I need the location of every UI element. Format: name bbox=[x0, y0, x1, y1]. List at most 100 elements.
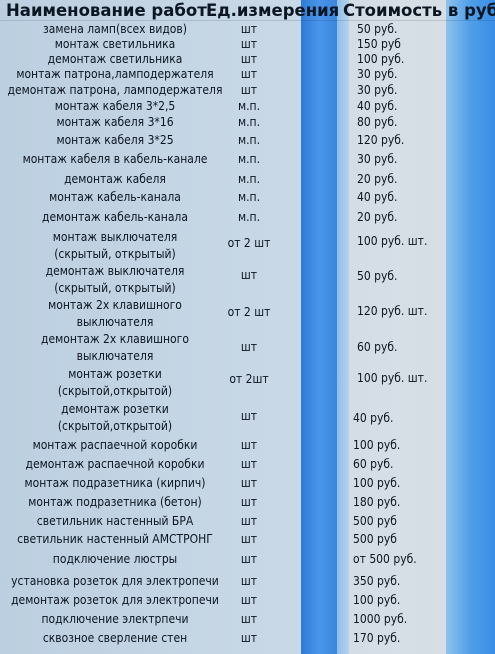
row-name-line2: (скрытый, открытый) bbox=[54, 281, 176, 295]
row-name-line1: монтаж кабель-канала bbox=[49, 190, 181, 204]
row-name: монтаж 2х клавишного выключателя bbox=[0, 297, 230, 331]
row-price: 60 руб. bbox=[353, 457, 394, 471]
row-unit: м.п. bbox=[237, 210, 261, 224]
row-name: монтаж распаечной коробки bbox=[0, 437, 230, 454]
row-name-line1: замена ламп(всех видов) bbox=[43, 22, 187, 36]
row-unit: м.п. bbox=[237, 115, 261, 129]
row-unit: от 2шт bbox=[229, 372, 269, 386]
row-name-line2: (скрытой,открытой) bbox=[57, 384, 173, 398]
row-price: 100 руб. bbox=[353, 593, 401, 607]
row-price: 100 руб. bbox=[353, 438, 401, 452]
row-price: от 500 руб. bbox=[353, 552, 417, 566]
row-name-line2: выключателя bbox=[76, 349, 154, 363]
row-price: 100 руб. bbox=[353, 476, 401, 490]
row-name-line1: светильник настенный АМСТРОНГ bbox=[17, 532, 213, 546]
row-name: демонтаж розетки (скрытой,открытой) bbox=[0, 401, 230, 435]
header-unit: Ед.измерения bbox=[206, 1, 340, 20]
row-name: подключение электрпечи bbox=[0, 611, 230, 628]
row-price: 40 руб. bbox=[357, 190, 398, 204]
row-name: монтаж кабеля в кабель-канале bbox=[0, 151, 230, 168]
row-price: 40 руб. bbox=[357, 99, 398, 113]
row-name: демонтаж распаечной коробки bbox=[0, 456, 230, 473]
row-name-line1: монтаж распаечной коробки bbox=[32, 438, 198, 452]
row-name-line1: демонтаж патрона, ламподержателя bbox=[7, 83, 223, 97]
row-name: монтаж выключателя (скрытый, открытый) bbox=[0, 229, 230, 263]
row-unit: шт bbox=[240, 457, 258, 471]
row-price: 350 руб. bbox=[353, 574, 401, 588]
row-name: монтаж кабеля 3*16 bbox=[0, 114, 230, 131]
row-unit: шт bbox=[240, 52, 258, 66]
row-name: демонтаж светильника bbox=[0, 51, 230, 68]
header-name: Наименование работ bbox=[6, 1, 207, 20]
row-unit: м.п. bbox=[237, 190, 261, 204]
row-price: 120 руб. шт. bbox=[357, 304, 428, 318]
row-unit: от 2 шт bbox=[227, 305, 271, 319]
row-name-line1: монтаж кабеля 3*16 bbox=[56, 115, 174, 129]
right-blue-stripe bbox=[446, 0, 495, 654]
row-unit: шт bbox=[240, 83, 258, 97]
row-name-line1: сквозное сверление стен bbox=[42, 631, 188, 645]
row-unit: м.п. bbox=[237, 133, 261, 147]
row-name-line1: установка розеток для электропечи bbox=[11, 574, 219, 588]
row-name: монтаж розетки (скрытой,открытой) bbox=[0, 366, 230, 400]
row-unit: шт bbox=[240, 631, 258, 645]
row-price: 20 руб. bbox=[357, 210, 398, 224]
row-name: монтаж кабеля 3*2,5 bbox=[0, 98, 230, 115]
row-unit: м.п. bbox=[237, 152, 261, 166]
row-unit: шт bbox=[240, 612, 258, 626]
row-name: подключение люстры bbox=[0, 551, 230, 568]
row-name-line1: демонтаж 2х клавишного bbox=[41, 332, 189, 346]
row-unit: шт bbox=[240, 495, 258, 509]
row-price: 1000 руб. bbox=[353, 612, 408, 626]
row-unit: шт bbox=[240, 268, 258, 282]
row-name: демонтаж кабель-канала bbox=[0, 209, 230, 226]
row-unit: шт bbox=[240, 340, 258, 354]
row-name-line1: монтаж кабеля 3*25 bbox=[56, 133, 174, 147]
row-name-line1: подключение электрпечи bbox=[41, 612, 189, 626]
row-name-line1: светильник настенный БРА bbox=[36, 514, 194, 528]
row-price: 100 руб. bbox=[357, 52, 405, 66]
row-name-line1: монтаж кабеля в кабель-канале bbox=[22, 152, 208, 166]
row-name-line1: монтаж подразетника (бетон) bbox=[28, 495, 202, 509]
row-name-line1: подключение люстры bbox=[52, 552, 178, 566]
row-name: сквозное сверление стен bbox=[0, 630, 230, 647]
row-name-line1: монтаж патрона,ламподержателя bbox=[16, 67, 214, 81]
row-unit: шт bbox=[240, 514, 258, 528]
header-cost: Стоимость в руб. bbox=[343, 1, 495, 20]
row-price: 100 руб. шт. bbox=[357, 371, 428, 385]
row-price: 30 руб. bbox=[357, 152, 398, 166]
row-name: установка розеток для электропечи bbox=[0, 573, 230, 590]
row-name-line1: монтаж подразетника (кирпич) bbox=[24, 476, 206, 490]
row-unit: шт bbox=[240, 552, 258, 566]
row-price: 30 руб. bbox=[357, 83, 398, 97]
row-name: демонтаж розеток для электропечи bbox=[0, 592, 230, 609]
row-name-line1: демонтаж распаечной коробки bbox=[25, 457, 205, 471]
row-unit: шт bbox=[240, 438, 258, 452]
row-unit: м.п. bbox=[237, 99, 261, 113]
row-unit: шт bbox=[240, 37, 258, 51]
row-name-line2: выключателя bbox=[76, 315, 154, 329]
row-name-line1: монтаж розетки bbox=[68, 367, 162, 381]
row-name: светильник настенный БРА bbox=[0, 513, 230, 530]
light-blue-stripe bbox=[337, 0, 349, 654]
row-unit: шт bbox=[240, 67, 258, 81]
row-unit: м.п. bbox=[237, 172, 261, 186]
row-name-line2: (скрытой,открытой) bbox=[57, 419, 173, 433]
row-price: 20 руб. bbox=[357, 172, 398, 186]
row-name-line1: демонтаж кабеля bbox=[64, 172, 166, 186]
row-price: 50 руб. bbox=[357, 269, 398, 283]
row-name-line1: демонтаж розетки bbox=[61, 402, 169, 416]
row-name-line1: демонтаж розеток для электропечи bbox=[11, 593, 219, 607]
row-price: 500 руб bbox=[353, 514, 397, 528]
row-price: 170 руб. bbox=[353, 631, 401, 645]
row-name: светильник настенный АМСТРОНГ bbox=[0, 531, 230, 548]
row-unit: шт bbox=[240, 22, 258, 36]
row-name-line1: демонтаж выключателя bbox=[45, 264, 185, 278]
row-price: 180 руб. bbox=[353, 495, 401, 509]
row-name: демонтаж патрона, ламподержателя bbox=[0, 82, 230, 99]
row-price: 500 руб bbox=[353, 532, 397, 546]
row-name: демонтаж 2х клавишного выключателя bbox=[0, 331, 230, 365]
row-name: монтаж кабеля 3*25 bbox=[0, 132, 230, 149]
row-unit: шт bbox=[240, 574, 258, 588]
row-price: 50 руб. bbox=[357, 22, 398, 36]
